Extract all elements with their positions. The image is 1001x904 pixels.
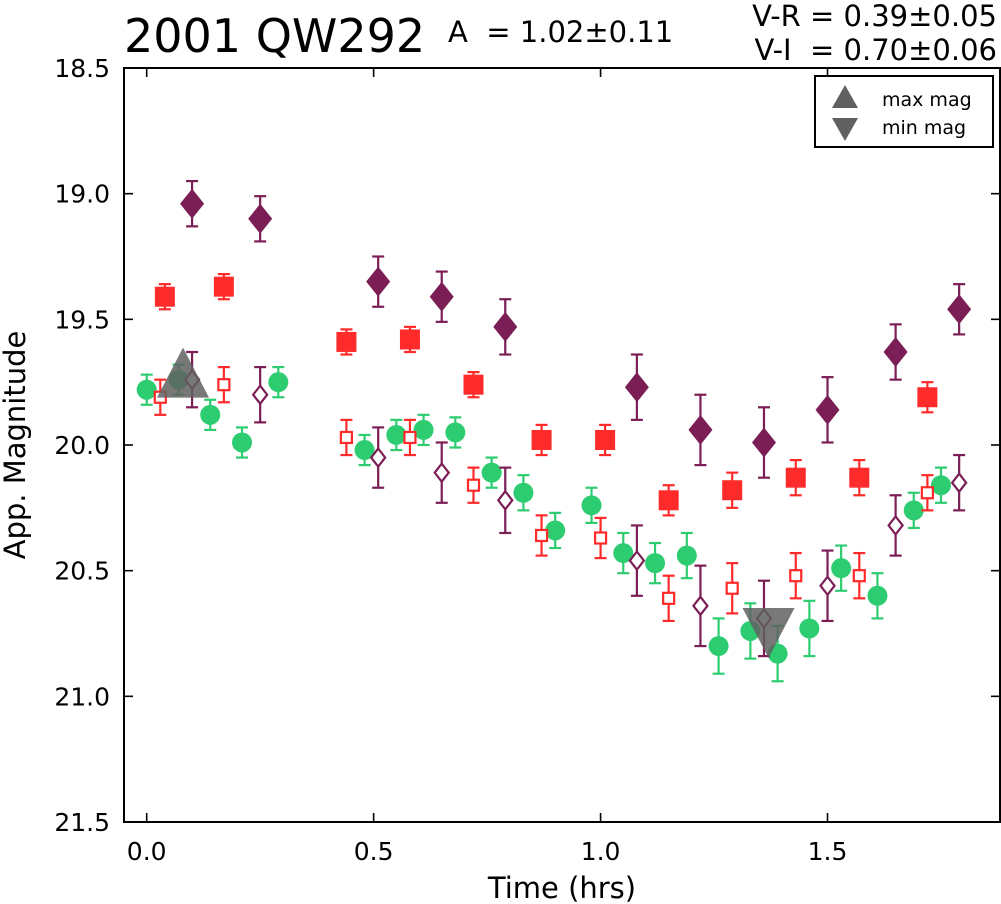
data-point	[481, 462, 502, 483]
data-point	[369, 446, 387, 469]
data-point	[251, 383, 269, 406]
x-tick-label: 1.5	[808, 837, 848, 866]
data-point	[336, 331, 357, 352]
data-point	[628, 549, 646, 572]
v-i-color-label: V-I = 0.70±0.06	[754, 33, 997, 67]
data-point	[268, 372, 289, 393]
data-point	[920, 486, 934, 500]
data-point	[852, 569, 866, 583]
x-tick-label: 0.0	[127, 837, 167, 866]
data-point	[867, 585, 888, 606]
data-point	[595, 429, 616, 450]
data-point	[947, 294, 972, 325]
legend-marker-max	[832, 85, 858, 108]
data-point	[950, 471, 968, 494]
data-point	[413, 419, 434, 440]
data-point	[883, 337, 908, 368]
data-point	[676, 545, 697, 566]
y-tick-label: 20.5	[54, 557, 110, 586]
amplitude-label: A = 1.02±0.11	[448, 15, 674, 49]
data-point	[366, 266, 391, 297]
data-point	[463, 374, 484, 395]
data-point	[403, 430, 417, 445]
data-point	[662, 591, 676, 605]
data-point	[742, 607, 795, 658]
legend-marker-min	[832, 118, 858, 141]
data-point	[157, 347, 210, 398]
data-point	[493, 311, 518, 342]
data-point	[917, 387, 938, 408]
data-point	[386, 424, 407, 445]
series-4	[183, 350, 968, 658]
series-6	[742, 607, 795, 658]
y-tick-label: 20.0	[54, 431, 110, 460]
data-point	[593, 531, 608, 545]
data-point	[789, 569, 803, 583]
data-point	[751, 427, 776, 458]
x-tick-label: 1.0	[581, 837, 621, 866]
data-point	[339, 430, 354, 445]
chart-title: 2001 QW292	[124, 9, 426, 63]
data-point	[815, 394, 840, 425]
data-point	[785, 467, 806, 488]
data-point	[613, 543, 634, 564]
data-point	[445, 422, 466, 443]
data-point	[722, 480, 743, 501]
data-point	[496, 489, 514, 512]
data-point	[466, 478, 481, 492]
data-point	[154, 286, 175, 307]
v-r-color-label: V-R = 0.39±0.05	[752, 0, 997, 33]
data-point	[213, 276, 234, 297]
data-point	[180, 188, 205, 219]
y-tick-label: 19.5	[54, 305, 110, 334]
series-3	[180, 180, 972, 479]
y-tick-label: 21.5	[54, 808, 110, 837]
legend: max mag min mag	[814, 75, 994, 148]
data-point	[819, 574, 836, 597]
data-point	[708, 636, 729, 657]
data-point	[248, 203, 273, 234]
plot-frame	[123, 67, 1001, 823]
x-tick-label: 0.5	[354, 837, 394, 866]
data-point	[429, 281, 454, 312]
data-point	[217, 378, 231, 392]
data-point	[531, 429, 552, 450]
series-1	[154, 272, 938, 517]
data-point	[849, 467, 870, 488]
y-tick-label: 19.0	[54, 180, 110, 209]
data-point	[232, 432, 253, 453]
data-point	[354, 440, 375, 461]
data-point	[903, 500, 924, 521]
data-point	[399, 329, 420, 350]
data-point	[200, 404, 221, 425]
data-point	[433, 461, 451, 484]
axis-ticks: 0.0 0.5 1.0 1.5 18.5 19.0 19.5 20.0 20.5 21.0 21.5	[54, 54, 1000, 866]
legend-label: min mag	[882, 117, 966, 139]
data-point	[930, 475, 951, 496]
data-point	[688, 414, 713, 445]
y-axis-label: App. Magnitude	[0, 331, 32, 560]
data-point	[645, 553, 666, 574]
data-point	[725, 581, 739, 595]
data-point	[545, 520, 566, 541]
data-point	[513, 482, 534, 503]
y-tick-label: 18.5	[54, 54, 110, 83]
data-point	[624, 372, 649, 403]
x-axis-label: Time (hrs)	[487, 871, 636, 904]
data-point	[799, 618, 820, 639]
series-5	[157, 347, 210, 398]
data-point	[887, 514, 904, 537]
legend-label: max mag	[882, 89, 972, 111]
data-point	[658, 490, 679, 511]
data-point	[534, 528, 549, 543]
y-tick-label: 21.0	[54, 682, 110, 711]
data-point	[136, 379, 157, 400]
data-point	[831, 558, 852, 579]
data-marks	[136, 180, 972, 683]
data-point	[692, 595, 709, 617]
data-point	[581, 495, 602, 516]
series-2	[153, 365, 934, 623]
